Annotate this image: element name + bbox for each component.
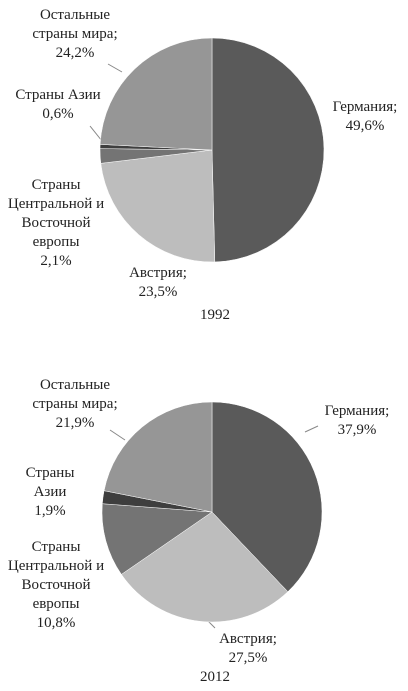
slice-label: Германия; 37,9%	[312, 402, 402, 440]
value-label: 27,5%	[228, 650, 268, 666]
value-label: 21,9%	[55, 415, 95, 431]
value-label: 49,6%	[345, 118, 385, 134]
slice-label: Страны Центральной и Восточной европы 2,1…	[0, 176, 112, 271]
slice-label: Остальные страны мира; 24,2%	[22, 6, 128, 63]
category-name: Германия;	[324, 403, 390, 419]
value-label: 10,8%	[36, 615, 76, 631]
slice-label: Австрия; 27,5%	[200, 630, 296, 668]
value-label: 37,9%	[337, 422, 377, 438]
leader-line	[109, 429, 126, 441]
leader-line	[304, 425, 319, 433]
value-label: 24,2%	[55, 45, 95, 61]
category-name: Страны Центральной и Восточной европы	[7, 539, 105, 612]
value-label: 23,5%	[138, 284, 178, 300]
leader-line	[107, 63, 123, 73]
slice-label: Страны Азии 0,6%	[14, 86, 102, 124]
slice-label: Германия; 49,6%	[320, 98, 408, 136]
pie-slice	[103, 401, 213, 513]
value-label: 0,6%	[42, 106, 74, 122]
pie-slice	[121, 511, 289, 623]
slice-label: Остальные страны мира; 21,9%	[22, 376, 128, 433]
value-label: 2,1%	[40, 253, 72, 269]
pie-slice	[211, 37, 325, 263]
slice-label: Австрия; 23,5%	[110, 264, 206, 302]
category-name: Страны Азии	[15, 87, 101, 103]
category-name: Австрия;	[129, 265, 187, 281]
pie-slice	[101, 503, 213, 575]
value-label: 1,9%	[34, 503, 66, 519]
slice-label: Страны Центральной и Восточной европы 10,…	[0, 538, 112, 633]
pie-slice	[100, 149, 216, 263]
category-name: Австрия;	[219, 631, 277, 647]
pie-slice	[211, 401, 323, 593]
chart-title: 1992	[200, 307, 230, 323]
category-name: Страны Центральной и Восточной европы	[7, 177, 105, 250]
category-name: Остальные страны мира;	[32, 377, 118, 412]
chart-title: 2012	[200, 669, 230, 685]
pie-slice	[99, 37, 213, 151]
category-name: Германия;	[332, 99, 398, 115]
category-name: Страны Азии	[25, 465, 75, 500]
slice-label: Страны Азии 1,9%	[8, 464, 92, 521]
category-name: Остальные страны мира;	[32, 7, 118, 42]
